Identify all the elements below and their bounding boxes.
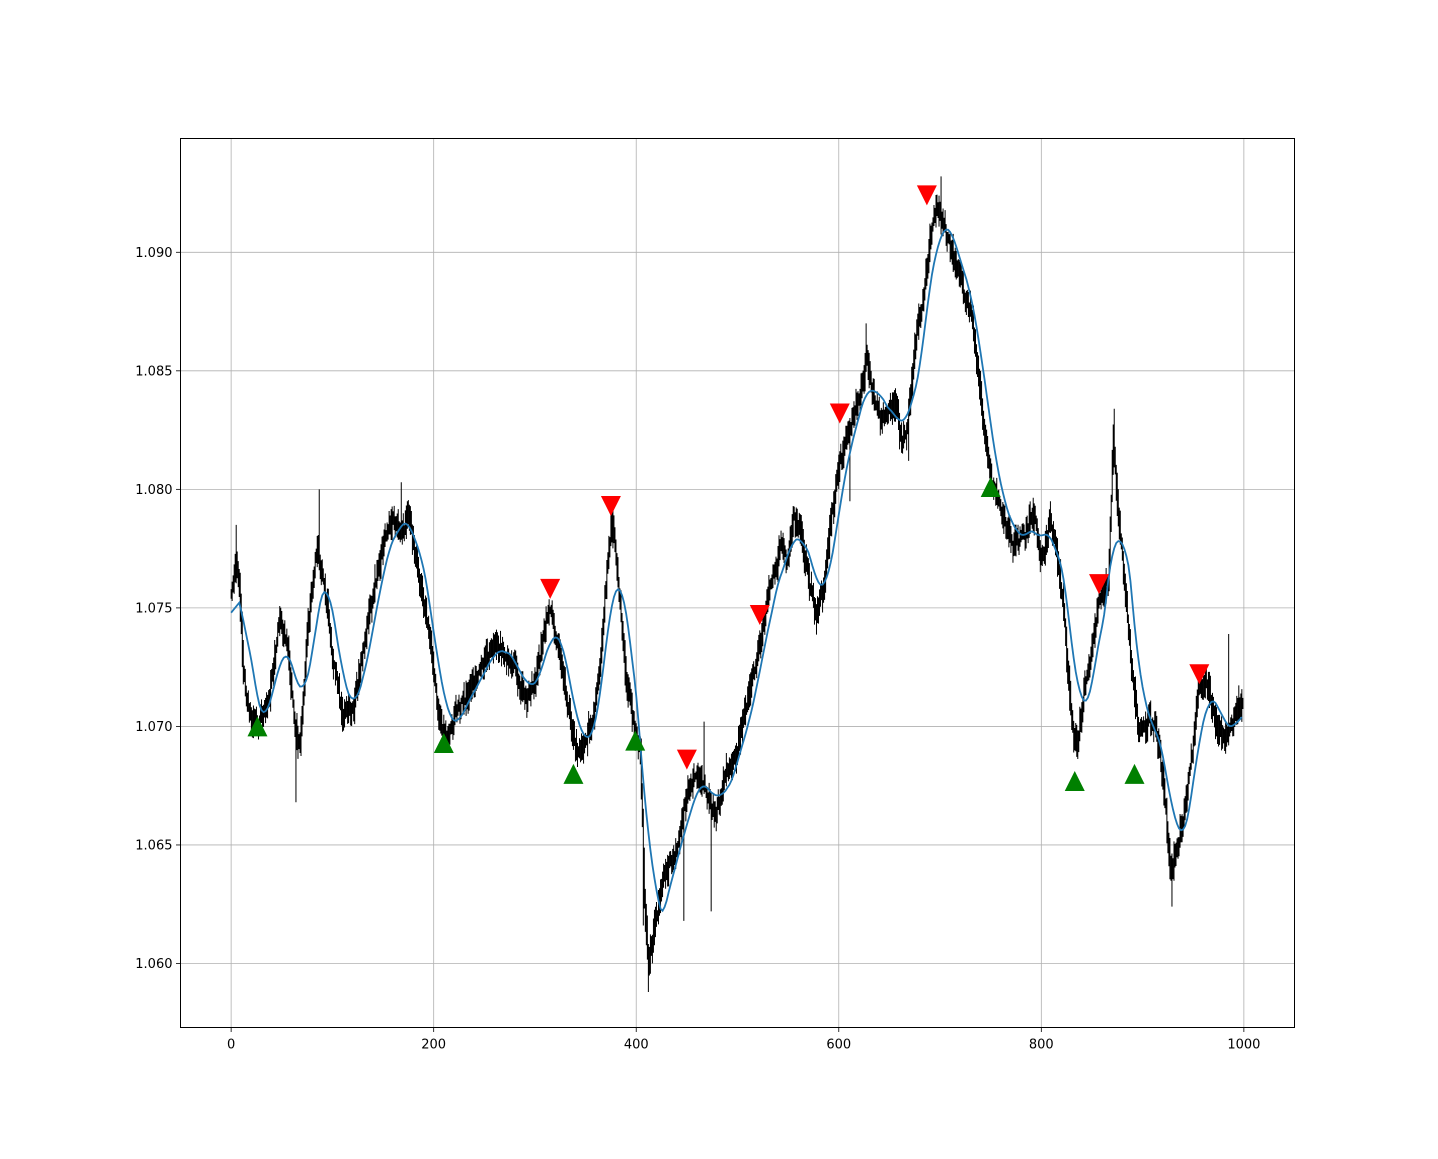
sell-signal-marker <box>829 403 850 424</box>
buy-signal-marker <box>625 730 646 751</box>
y-tick-label: 1.090 <box>135 246 172 261</box>
buy-signal-marker <box>1064 770 1085 791</box>
x-tick-label: 1000 <box>1227 1038 1260 1053</box>
sell-signal-marker <box>600 495 621 516</box>
x-tick-label: 800 <box>1029 1038 1054 1053</box>
sell-signal-marker <box>1189 664 1210 685</box>
signal-markers <box>247 185 1210 791</box>
y-axis: 1.060 1.065 1.070 1.075 1.080 1.085 1.090 <box>135 246 181 972</box>
buy-signal-marker <box>433 733 454 754</box>
y-tick-label: 1.070 <box>135 720 172 735</box>
buy-signal-marker <box>247 716 268 737</box>
x-tick-label: 0 <box>227 1038 235 1053</box>
ohlc-bar-series <box>230 176 1244 992</box>
buy-signal-marker <box>563 763 584 784</box>
plot-frame <box>180 138 1295 1028</box>
buy-signal-marker <box>980 476 1001 497</box>
x-axis: 0 200 400 600 800 1000 <box>227 1027 1260 1053</box>
y-tick-label: 1.075 <box>135 601 172 616</box>
sell-signal-marker <box>540 578 561 599</box>
y-tick-label: 1.080 <box>135 483 172 498</box>
grid <box>180 138 1295 1028</box>
sell-signal-marker <box>749 605 770 626</box>
x-tick-label: 200 <box>421 1038 446 1053</box>
smoothed-line <box>230 228 1243 913</box>
smoothed-line-layer <box>230 228 1243 913</box>
ohlc-bars <box>230 176 1244 992</box>
y-tick-label: 1.085 <box>135 364 172 379</box>
y-tick-label: 1.065 <box>135 838 172 853</box>
x-tick-label: 400 <box>624 1038 649 1053</box>
sell-signal-marker <box>676 749 697 770</box>
sell-signal-marker <box>1089 574 1110 595</box>
x-tick-label: 600 <box>826 1038 851 1053</box>
buy-signal-marker <box>1124 763 1145 784</box>
sell-signal-marker <box>916 185 937 206</box>
y-tick-label: 1.060 <box>135 957 172 972</box>
